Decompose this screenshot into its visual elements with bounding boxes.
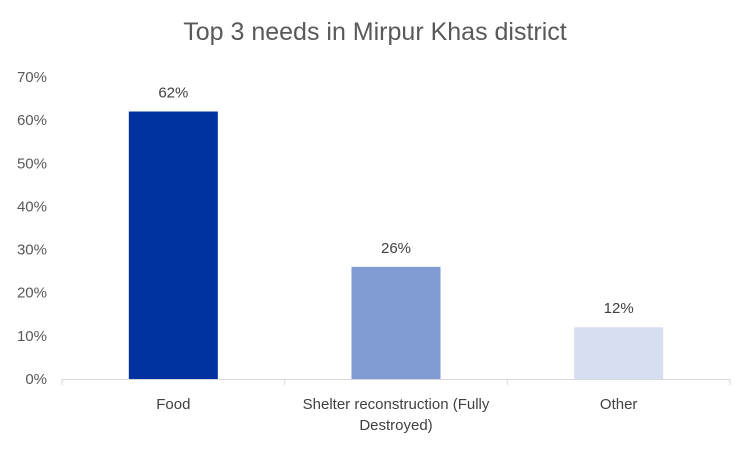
data-label: 62%	[158, 85, 188, 102]
x-tick-label: Shelter reconstruction (Fully Destroyed)	[303, 396, 490, 434]
x-tick-label: Food	[156, 396, 190, 413]
y-tick-label: 30%	[17, 242, 47, 259]
y-tick-label: 60%	[17, 112, 47, 129]
bar	[351, 266, 441, 379]
y-tick-label: 50%	[17, 155, 47, 172]
x-tick-label: Other	[600, 396, 638, 413]
data-label: 12%	[604, 300, 634, 317]
y-tick-label: 0%	[25, 371, 47, 388]
y-tick-label: 70%	[17, 69, 47, 86]
bar	[574, 327, 664, 379]
data-label: 26%	[381, 240, 411, 257]
y-tick-label: 20%	[17, 285, 47, 302]
y-tick-label: 40%	[17, 198, 47, 215]
bar	[128, 111, 218, 379]
chart-title: Top 3 needs in Mirpur Khas district	[183, 18, 567, 46]
y-tick-label: 10%	[17, 328, 47, 345]
